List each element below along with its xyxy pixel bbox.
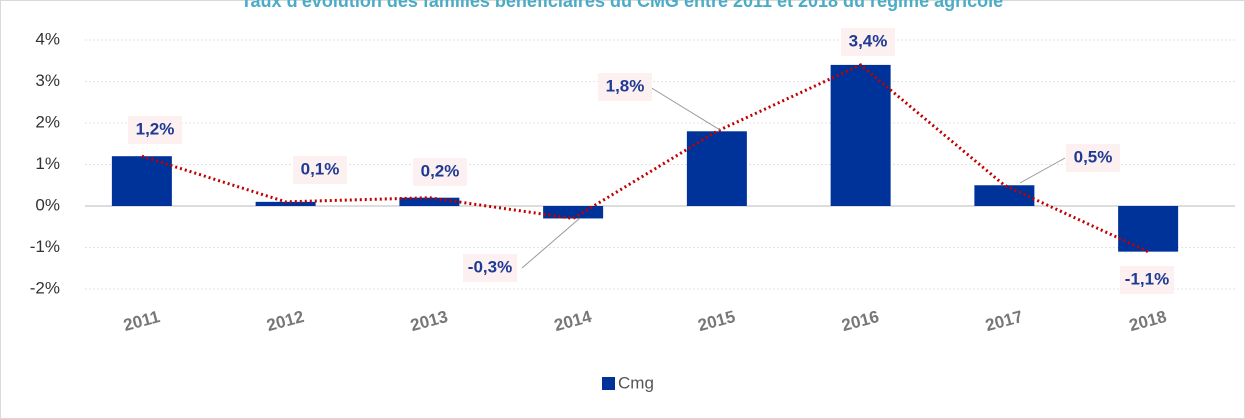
data-label-bg: [128, 116, 182, 144]
y-tick-label: 0%: [35, 195, 60, 214]
data-label: 3,4%: [849, 31, 888, 50]
y-tick-label: -2%: [30, 278, 60, 297]
leader-line: [1019, 157, 1066, 184]
data-label-bg: [841, 28, 895, 56]
legend-label: Cmg: [618, 373, 654, 392]
leader-line: [649, 86, 721, 131]
bar: [830, 64, 891, 207]
leader-line: [521, 217, 581, 269]
y-tick-label: -1%: [30, 237, 60, 256]
data-label-bg: [1120, 266, 1174, 294]
legend-swatch: [602, 377, 615, 390]
data-label: 0,1%: [301, 159, 340, 178]
bar: [543, 206, 604, 219]
bar: [974, 185, 1035, 206]
data-label-bg: [598, 73, 652, 101]
y-tick-label: 4%: [35, 29, 60, 48]
y-tick-label: 1%: [35, 154, 60, 173]
data-label-bg: [463, 254, 517, 282]
data-label: -0,3%: [468, 257, 512, 276]
bar: [1118, 206, 1179, 252]
bar: [255, 201, 316, 206]
bar: [399, 197, 460, 206]
data-label: 1,8%: [606, 76, 645, 95]
data-label: -1,1%: [1125, 269, 1169, 288]
bar: [111, 156, 172, 206]
y-tick-label: 3%: [35, 71, 60, 90]
data-label: 0,2%: [421, 161, 460, 180]
data-label-bg: [1066, 144, 1120, 172]
bar: [686, 131, 747, 206]
y-tick-label: 2%: [35, 112, 60, 131]
data-label-bg: [413, 158, 467, 186]
data-label: 0,5%: [1074, 147, 1113, 166]
data-label-bg: [293, 156, 347, 184]
data-label: 1,2%: [136, 119, 175, 138]
chart-title: Taux d'évolution des familles bénéficiai…: [241, 0, 1003, 11]
